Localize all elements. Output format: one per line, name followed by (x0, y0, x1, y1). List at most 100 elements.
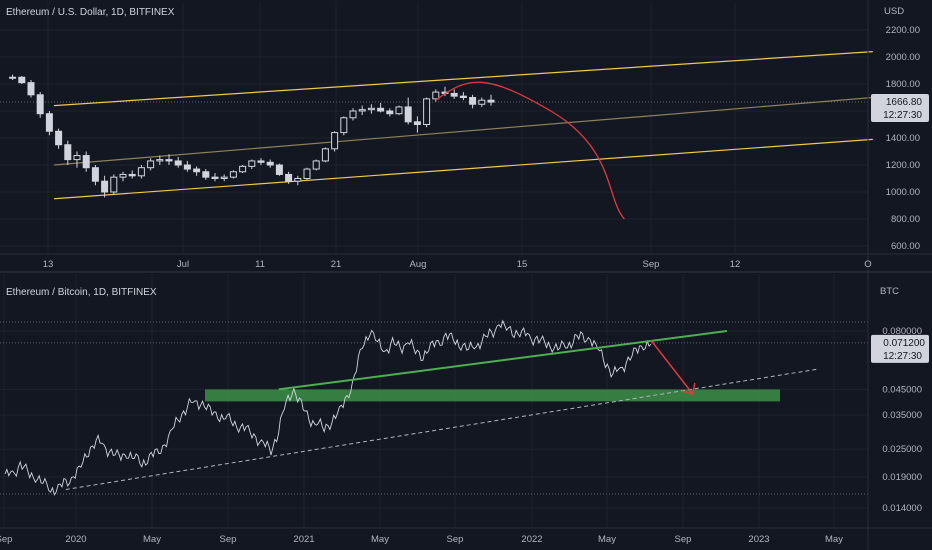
dashed-support-line (65, 368, 819, 490)
btc-x-tick-label: Sep (447, 534, 464, 545)
candle (147, 160, 155, 169)
btc-pane-title: Ethereum / Bitcoin, 1D, BITFINEX (6, 287, 157, 298)
channel-line-lower (53, 138, 873, 200)
candle (193, 168, 201, 173)
candle (257, 160, 265, 163)
btc-y-tick-label: 0.035000 (882, 410, 922, 421)
btc-x-tick-label: May (371, 534, 389, 545)
usd-x-tick-label: 11 (255, 259, 265, 270)
btc-x-tick-label: May (598, 534, 616, 545)
candle (9, 76, 17, 79)
candle (285, 173, 293, 182)
red-arrow-head (681, 382, 696, 395)
usd-x-tick-label: 15 (517, 259, 528, 270)
btc-countdown: 12:27:30 (883, 351, 922, 362)
candle (137, 167, 145, 177)
candle (45, 113, 53, 132)
candle (404, 106, 412, 123)
usd-x-tick-label: 12 (730, 259, 741, 270)
candle (413, 121, 421, 126)
btc-x-tick-label: 2021 (293, 534, 314, 545)
usd-y-tick-label: 800.00 (891, 214, 920, 225)
usd-x-tick-label: Aug (410, 259, 427, 270)
candle (211, 176, 219, 179)
projection-curve (435, 81, 625, 220)
btc-x-tick-label: May (143, 534, 161, 545)
btc-x-tick-label: Sep (220, 534, 237, 545)
candle (220, 176, 228, 179)
usd-current-price: 1666.80 (886, 97, 923, 108)
btc-current-price: 0.071200 (883, 338, 925, 349)
candle (36, 94, 44, 115)
usd-x-tick-label: O (864, 259, 871, 270)
candle (183, 164, 191, 170)
candle (487, 99, 495, 103)
candle (174, 160, 182, 166)
candle (18, 76, 26, 84)
btc-x-tick-label: Sep (675, 534, 692, 545)
candle (239, 165, 247, 173)
usd-y-tick-label: 1400.00 (886, 133, 920, 144)
candle (27, 82, 35, 96)
usd-x-tick-label: Jul (177, 259, 189, 270)
channel-line-upper (53, 51, 873, 107)
btc-x-tick-label: 2023 (748, 534, 769, 545)
eth-btc-price-line (4, 319, 652, 496)
candle (459, 95, 467, 99)
candle (386, 110, 394, 115)
usd-y-tick-label: 1200.00 (886, 160, 920, 171)
btc-y-tick-label: 0.025000 (882, 444, 922, 455)
btc-y-tick-label: 0.014000 (882, 503, 922, 514)
candle (64, 144, 72, 161)
btc-current-price-badge (871, 334, 929, 363)
usd-y-tick-label: 2200.00 (886, 25, 920, 36)
candle (395, 106, 403, 115)
candle (266, 161, 274, 166)
candle (128, 173, 136, 177)
btc-x-tick-label: 2022 (521, 534, 542, 545)
usd-x-tick-label: Sep (643, 259, 660, 270)
usd-currency-label: USD (884, 6, 904, 17)
usd-y-tick-label: 1000.00 (886, 187, 920, 198)
candle (91, 167, 99, 182)
candle (82, 155, 90, 169)
candle (312, 160, 320, 170)
candle (349, 110, 357, 119)
btc-x-tick-label: Sep (0, 534, 12, 545)
candle (331, 132, 339, 150)
candle (202, 171, 210, 178)
eth-usd-pane[interactable]: Ethereum / U.S. Dollar, 1D, BITFINEX USD 2… (0, 0, 932, 273)
candle (423, 98, 431, 125)
candle (248, 160, 256, 167)
usd-x-tick-label: 21 (331, 259, 342, 270)
candle (340, 117, 348, 134)
candle (294, 178, 302, 182)
candle (73, 155, 81, 161)
candle (478, 99, 486, 105)
support-zone (205, 389, 780, 402)
candle (101, 180, 109, 193)
usd-current-price-badge (871, 93, 929, 122)
btc-currency-label: BTC (880, 286, 899, 297)
eth-btc-pane[interactable]: Ethereum / Bitcoin, 1D, BITFINEX BTC 0.080… (0, 272, 932, 550)
candle (450, 92, 458, 97)
candle (165, 159, 173, 162)
candle (275, 164, 283, 175)
candle (358, 109, 366, 112)
candle (367, 107, 375, 111)
candle (110, 176, 118, 193)
usd-countdown: 12:27:30 (883, 110, 922, 121)
candle (156, 159, 164, 162)
usd-x-tick-label: 13 (43, 259, 54, 270)
candle (229, 171, 237, 178)
btc-x-tick-label: May (825, 534, 843, 545)
candle (55, 130, 63, 146)
candle (432, 91, 440, 100)
red-arrow-line (650, 339, 694, 395)
candle (377, 107, 385, 112)
candle (119, 173, 127, 178)
btc-x-tick-label: 2020 (65, 534, 86, 545)
btc-y-tick-label: 0.080000 (882, 326, 922, 337)
candle (303, 168, 311, 180)
